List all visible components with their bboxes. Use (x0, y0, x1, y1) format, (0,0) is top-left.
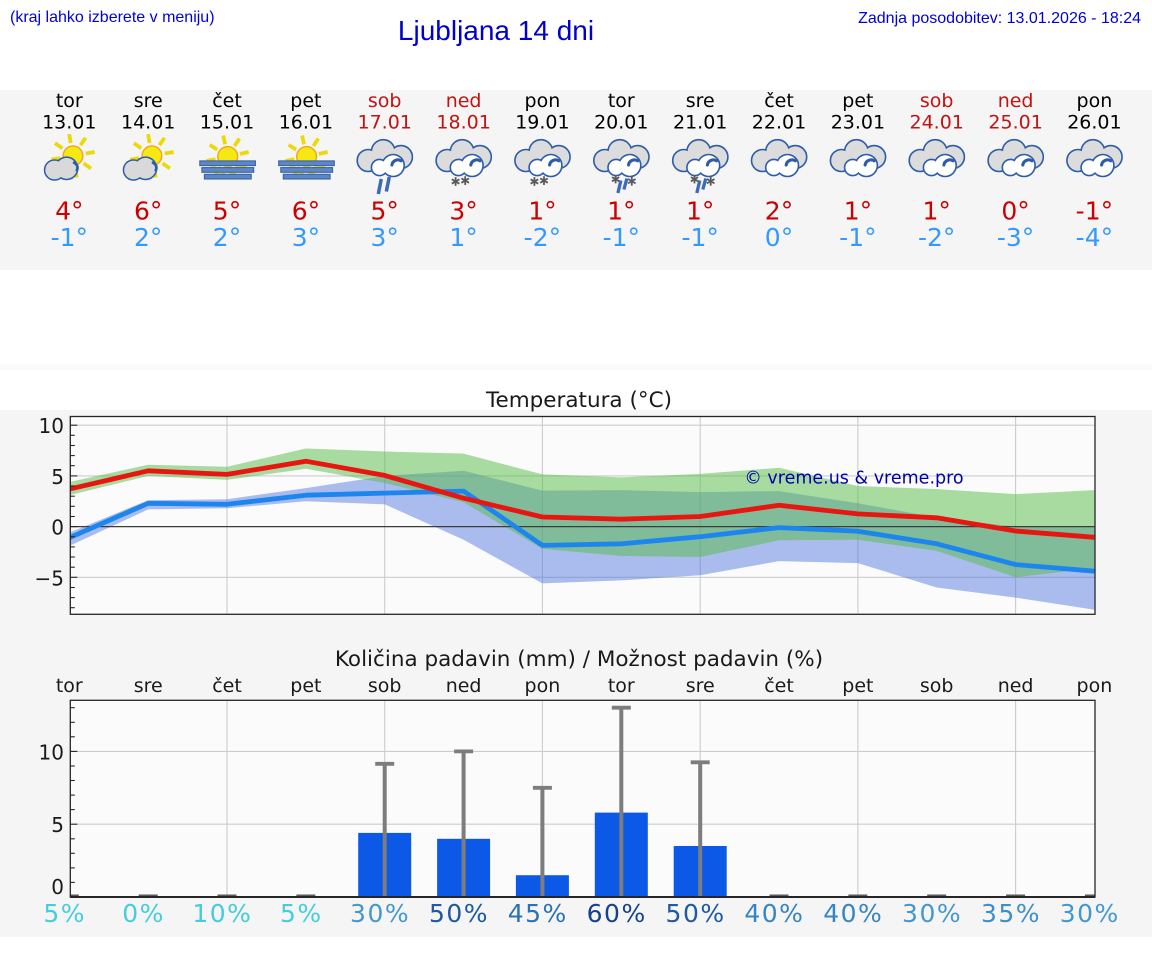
svg-text:19.01: 19.01 (515, 112, 569, 134)
svg-text:pet: pet (842, 90, 873, 112)
svg-text:-1°: -1° (51, 223, 88, 252)
svg-text:5: 5 (51, 465, 64, 489)
svg-text:sre: sre (686, 90, 715, 112)
svg-text:sre: sre (134, 90, 163, 112)
svg-text:(kraj lahko izberete v meniju): (kraj lahko izberete v meniju) (10, 9, 215, 26)
svg-text:5°: 5° (370, 197, 398, 226)
svg-text:1°: 1° (528, 197, 556, 226)
svg-text:ned: ned (446, 90, 482, 112)
svg-text:1°: 1° (844, 197, 872, 226)
svg-text:50%: 50% (429, 899, 489, 928)
svg-text:čet: čet (764, 90, 794, 112)
svg-text:pet: pet (290, 90, 321, 112)
svg-text:Zadnja posodobitev: 13.01.2026: Zadnja posodobitev: 13.01.2026 - 18:24 (858, 10, 1141, 27)
svg-text:22.01: 22.01 (752, 112, 806, 134)
svg-text:13.01: 13.01 (42, 112, 96, 134)
svg-text:24.01: 24.01 (909, 112, 963, 134)
svg-text:čet: čet (212, 90, 242, 112)
svg-text:Ljubljana 14 dni: Ljubljana 14 dni (398, 15, 594, 46)
svg-text:-2°: -2° (918, 223, 955, 252)
svg-text:sre: sre (686, 675, 715, 697)
svg-text:30%: 30% (350, 899, 410, 928)
svg-text:ned: ned (998, 90, 1034, 112)
svg-text:5%: 5% (280, 899, 323, 928)
svg-text:40%: 40% (823, 899, 883, 928)
svg-text:18.01: 18.01 (436, 112, 490, 134)
svg-text:sob: sob (368, 90, 402, 112)
svg-text:20.01: 20.01 (594, 112, 648, 134)
svg-text:1°: 1° (607, 197, 635, 226)
svg-text:60%: 60% (587, 899, 647, 928)
svg-text:14.01: 14.01 (121, 112, 175, 134)
svg-text:3°: 3° (370, 223, 398, 252)
svg-text:0: 0 (51, 516, 64, 540)
svg-text:ned: ned (446, 675, 482, 697)
svg-text:10: 10 (39, 740, 64, 764)
svg-text:ned: ned (998, 675, 1034, 697)
svg-text:pon: pon (525, 675, 561, 697)
svg-text:25.01: 25.01 (988, 112, 1042, 134)
svg-text:Količina padavin (mm) / Možnos: Količina padavin (mm) / Možnost padavin … (335, 647, 823, 672)
svg-text:pon: pon (1077, 90, 1113, 112)
svg-text:5%: 5% (43, 899, 86, 928)
svg-text:-1°: -1° (603, 223, 640, 252)
svg-text:15.01: 15.01 (200, 112, 254, 134)
svg-text:-4°: -4° (1076, 223, 1113, 252)
svg-text:4°: 4° (55, 197, 83, 226)
svg-text:45%: 45% (508, 899, 568, 928)
svg-text:2°: 2° (213, 223, 241, 252)
svg-text:Temperatura (°C): Temperatura (°C) (485, 388, 672, 413)
svg-text:3°: 3° (449, 197, 477, 226)
svg-text:pet: pet (842, 675, 873, 697)
svg-text:sre: sre (134, 675, 163, 697)
svg-text:0°: 0° (1001, 197, 1029, 226)
svg-text:1°: 1° (449, 223, 477, 252)
svg-text:-1°: -1° (839, 223, 876, 252)
svg-text:sob: sob (368, 675, 402, 697)
svg-text:sob: sob (920, 90, 954, 112)
svg-text:tor: tor (608, 90, 635, 112)
svg-text:0°: 0° (765, 223, 793, 252)
svg-text:6°: 6° (134, 197, 162, 226)
svg-text:16.01: 16.01 (279, 112, 333, 134)
svg-text:5: 5 (51, 813, 64, 837)
svg-text:0%: 0% (122, 899, 165, 928)
svg-text:sob: sob (920, 675, 954, 697)
svg-text:3°: 3° (292, 223, 320, 252)
svg-text:0: 0 (51, 875, 64, 899)
svg-text:1°: 1° (922, 197, 950, 226)
svg-text:pet: pet (290, 675, 321, 697)
svg-text:-1°: -1° (1076, 197, 1113, 226)
svg-text:2°: 2° (134, 223, 162, 252)
svg-text:tor: tor (608, 675, 635, 697)
svg-text:23.01: 23.01 (831, 112, 885, 134)
svg-text:čet: čet (764, 675, 794, 697)
svg-text:-1°: -1° (681, 223, 718, 252)
svg-text:35%: 35% (981, 899, 1041, 928)
svg-text:17.01: 17.01 (357, 112, 411, 134)
svg-text:-3°: -3° (997, 223, 1034, 252)
svg-text:tor: tor (56, 90, 83, 112)
svg-text:tor: tor (56, 675, 83, 697)
svg-text:26.01: 26.01 (1067, 112, 1121, 134)
svg-text:1°: 1° (686, 197, 714, 226)
svg-text:40%: 40% (744, 899, 804, 928)
svg-text:10: 10 (39, 414, 64, 438)
svg-text:5°: 5° (213, 197, 241, 226)
svg-text:čet: čet (212, 675, 242, 697)
svg-text:21.01: 21.01 (673, 112, 727, 134)
svg-text:2°: 2° (765, 197, 793, 226)
svg-text:© vreme.us & vreme.pro: © vreme.us & vreme.pro (744, 469, 963, 489)
svg-text:30%: 30% (1060, 899, 1120, 928)
svg-text:pon: pon (525, 90, 561, 112)
svg-text:30%: 30% (902, 899, 962, 928)
svg-text:pon: pon (1077, 675, 1113, 697)
svg-text:50%: 50% (666, 899, 726, 928)
svg-text:10%: 10% (192, 899, 252, 928)
svg-text:6°: 6° (292, 197, 320, 226)
svg-text:−5: −5 (35, 566, 64, 590)
svg-text:-2°: -2° (524, 223, 561, 252)
